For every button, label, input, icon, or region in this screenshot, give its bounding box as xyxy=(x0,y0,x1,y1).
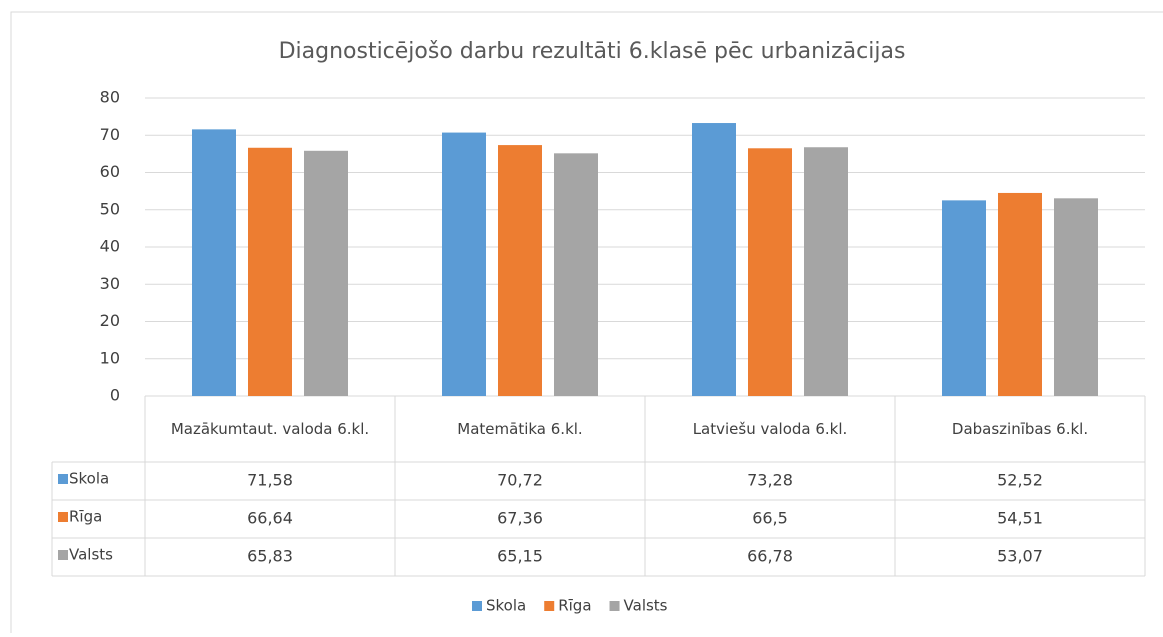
bar xyxy=(998,192,1042,396)
bar xyxy=(304,150,348,396)
bar xyxy=(804,147,848,396)
legend-label: Valsts xyxy=(624,597,668,615)
table-series-name: Rīga xyxy=(69,508,102,526)
table-value: 53,07 xyxy=(997,547,1043,566)
table-legend-key xyxy=(58,512,68,522)
table-value: 73,28 xyxy=(747,471,793,490)
table-legend-key xyxy=(58,474,68,484)
y-tick-label: 80 xyxy=(100,88,120,107)
table-legend-key xyxy=(58,550,68,560)
y-tick-label: 40 xyxy=(100,237,120,256)
table-value: 65,83 xyxy=(247,547,293,566)
table-value: 66,78 xyxy=(747,547,793,566)
x-tick-label: Mazākumtaut. valoda 6.kl. xyxy=(170,419,370,438)
x-tick-label: Latviešu valoda 6.kl. xyxy=(692,419,848,438)
table-value: 66,5 xyxy=(752,509,788,528)
bar xyxy=(748,148,792,396)
table-value: 65,15 xyxy=(497,547,543,566)
bar xyxy=(1054,198,1098,396)
category-cell: Mazākumtaut. valoda 6.kl. xyxy=(170,419,370,438)
x-tick-label: Matemātika 6.kl. xyxy=(457,419,583,438)
legend-key xyxy=(609,601,620,611)
bar xyxy=(498,145,542,396)
table-series-name: Valsts xyxy=(69,546,113,564)
bar xyxy=(248,147,292,396)
table-value: 54,51 xyxy=(997,509,1043,528)
bar xyxy=(442,132,486,396)
legend-label: Skola xyxy=(486,597,526,615)
table-value: 70,72 xyxy=(497,471,543,490)
y-tick-label: 60 xyxy=(100,162,120,181)
bar xyxy=(692,123,736,397)
y-tick-label: 70 xyxy=(100,125,120,144)
legend-key xyxy=(472,601,482,611)
y-tick-label: 30 xyxy=(100,274,120,293)
bar xyxy=(942,200,986,396)
bar xyxy=(192,129,236,396)
y-tick-label: 20 xyxy=(100,311,120,330)
bar xyxy=(554,153,598,396)
table-series-name: Skola xyxy=(69,470,109,488)
legend-label: Rīga xyxy=(558,597,591,615)
y-tick-label: 10 xyxy=(100,348,120,367)
y-tick-label: 50 xyxy=(100,199,120,218)
x-tick-label: Dabaszinības 6.kl. xyxy=(951,419,1089,438)
table-value: 71,58 xyxy=(247,471,293,490)
table-value: 67,36 xyxy=(497,509,543,528)
table-value: 66,64 xyxy=(247,509,293,528)
category-cell: Matemātika 6.kl. xyxy=(457,419,583,438)
table-value: 52,52 xyxy=(997,471,1043,490)
y-tick-label: 0 xyxy=(110,386,120,405)
category-cell: Latviešu valoda 6.kl. xyxy=(692,419,848,438)
category-cell: Dabaszinības 6.kl. xyxy=(951,419,1089,438)
legend-key xyxy=(544,601,555,611)
chart-title: Diagnosticējošo darbu rezultāti 6.klasē … xyxy=(279,39,906,64)
